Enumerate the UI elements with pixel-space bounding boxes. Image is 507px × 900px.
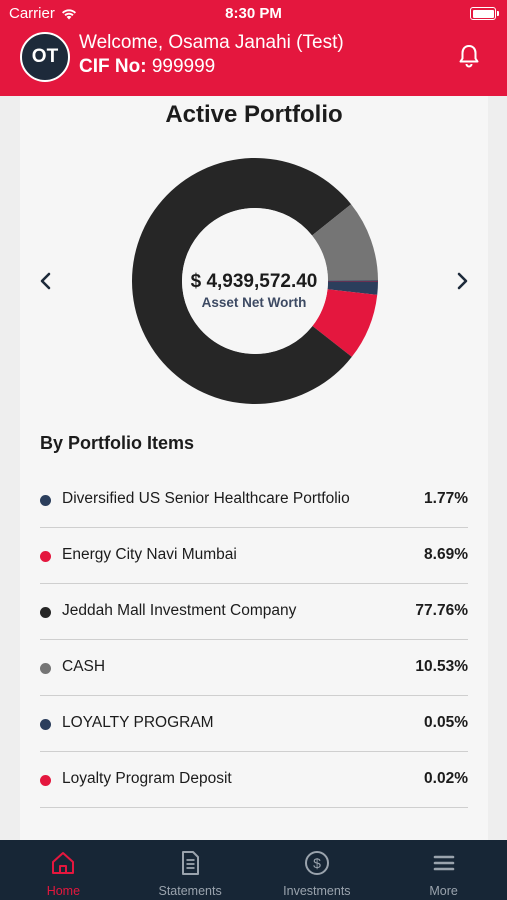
tab-more-label: More <box>429 884 458 898</box>
list-item[interactable]: Diversified US Senior Healthcare Portfol… <box>40 472 468 528</box>
document-icon <box>182 851 200 875</box>
bell-icon[interactable] <box>455 42 483 70</box>
donut-slice <box>312 289 378 357</box>
item-percent: 0.02% <box>424 770 468 787</box>
item-name: CASH <box>62 658 106 675</box>
item-name: LOYALTY PROGRAM <box>62 714 214 731</box>
portfolio-items-heading: By Portfolio Items <box>40 433 195 453</box>
status-time: 8:30 PM <box>225 5 282 22</box>
legend-dot-icon <box>40 495 51 506</box>
legend-dot-icon <box>40 663 51 674</box>
tab-home-label: Home <box>46 884 81 898</box>
list-item[interactable]: Loyalty Program Deposit 0.02% <box>40 752 468 808</box>
carrier-label: Carrier <box>9 5 55 22</box>
item-name: Jeddah Mall Investment Company <box>62 602 297 619</box>
item-percent: 0.05% <box>424 714 468 731</box>
tab-statements-label: Statements <box>158 884 222 898</box>
net-worth-value: $ 4,939,572.40 <box>190 271 318 292</box>
svg-text:$: $ <box>313 855 321 871</box>
donut-slice <box>327 280 378 281</box>
tab-investments-label: Investments <box>283 884 351 898</box>
cif-number: CIF No: 999999 <box>79 56 215 78</box>
item-percent: 10.53% <box>415 658 468 675</box>
item-percent: 1.77% <box>424 490 468 507</box>
portfolio-card: Active Portfolio $ 4,939,572.40 Asset Ne… <box>20 96 488 841</box>
donut-hole <box>182 208 328 354</box>
list-item[interactable]: LOYALTY PROGRAM 0.05% <box>40 696 468 752</box>
list-item[interactable]: Energy City Navi Mumbai 8.69% <box>40 528 468 584</box>
legend-dot-icon <box>40 551 51 562</box>
home-icon <box>52 852 75 874</box>
menu-icon <box>433 855 454 871</box>
tab-statements[interactable]: Statements <box>127 840 254 900</box>
portfolio-items-list: Diversified US Senior Healthcare Portfol… <box>40 472 468 808</box>
app-header: OT Welcome, Osama Janahi (Test) CIF No: … <box>0 28 507 96</box>
item-percent: 8.69% <box>424 546 468 563</box>
legend-dot-icon <box>40 775 51 786</box>
donut-slice <box>312 204 378 281</box>
item-name: Diversified US Senior Healthcare Portfol… <box>62 490 350 507</box>
wifi-icon <box>61 9 76 20</box>
next-chevron-icon[interactable] <box>452 269 472 293</box>
cif-label: CIF No: <box>79 56 147 77</box>
battery-icon <box>470 7 499 20</box>
tab-more[interactable]: More <box>380 840 507 900</box>
welcome-text: Welcome, Osama Janahi (Test) <box>79 32 344 53</box>
list-item[interactable]: Jeddah Mall Investment Company 77.76% <box>40 584 468 640</box>
tab-investments[interactable]: $ Investments <box>254 840 381 900</box>
portfolio-title: Active Portfolio <box>165 101 343 128</box>
legend-dot-icon <box>40 719 51 730</box>
list-item[interactable]: CASH 10.53% <box>40 640 468 696</box>
donut-slice <box>327 281 378 295</box>
previous-chevron-icon[interactable] <box>36 269 56 293</box>
donut-slice <box>132 157 352 404</box>
item-name: Energy City Navi Mumbai <box>62 546 237 563</box>
portfolio-donut-chart <box>132 157 378 404</box>
item-percent: 77.76% <box>415 602 468 619</box>
bottom-tab-bar: Home Statements $ Investments More <box>0 840 507 900</box>
avatar[interactable]: OT <box>20 32 70 82</box>
status-bar: Carrier 8:30 PM <box>0 0 507 28</box>
net-worth-label: Asset Net Worth <box>201 295 307 310</box>
item-name: Loyalty Program Deposit <box>62 770 232 787</box>
tab-home[interactable]: Home <box>0 840 127 900</box>
cif-value: 999999 <box>151 56 216 77</box>
dollar-circle-icon: $ <box>304 851 329 875</box>
legend-dot-icon <box>40 607 51 618</box>
carrier-info: Carrier <box>9 5 78 22</box>
